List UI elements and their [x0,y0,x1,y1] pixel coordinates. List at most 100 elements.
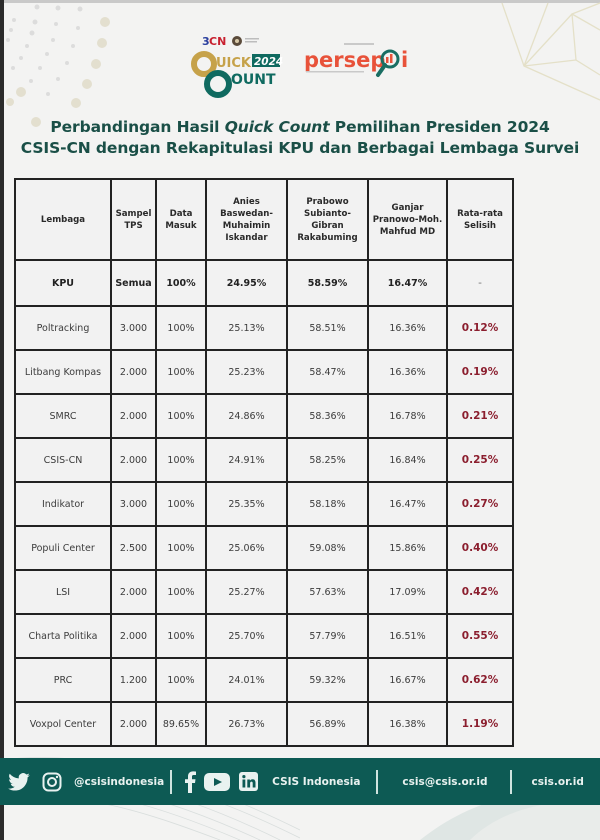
table-row: SMRC 2.000 100% 24.86% 58.36% 16.78% 0.2… [14,393,514,439]
website-link[interactable]: csis.or.id [531,775,584,788]
decorative-lines [501,2,600,101]
cell-lembaga: LSI [14,569,112,615]
cell-prabowo: 57.63% [286,569,369,615]
cell-prabowo: 56.89% [286,701,369,747]
cell-selisih: 0.40% [446,525,514,571]
cell-sampel: 2.000 [110,569,157,615]
cell-selisih: - [446,259,514,307]
linkedin-icon[interactable] [239,772,259,791]
contact-email[interactable]: csis@csis.or.id [402,775,488,788]
cell-ganjar: 16.78% [367,393,448,439]
cell-selisih: 0.25% [446,437,514,483]
cell-sampel: 2.000 [110,393,157,439]
cell-masuk: 100% [155,393,207,439]
cell-prabowo: 58.47% [286,349,369,395]
table-row: PRC 1.200 100% 24.01% 59.32% 16.67% 0.62… [14,657,514,703]
cell-lembaga: Charta Politika [14,613,112,659]
cell-sampel: 1.200 [110,657,157,703]
cell-sampel: 3.000 [110,481,157,527]
table-row: CSIS-CN 2.000 100% 24.91% 58.25% 16.84% … [14,437,514,483]
footer-divider [170,769,173,794]
cell-prabowo: 58.36% [286,393,369,439]
instagram-icon[interactable] [42,772,62,792]
decorative-dots [6,4,110,127]
cell-ganjar: 16.51% [367,613,448,659]
table-row: Poltracking 3.000 100% 25.13% 58.51% 16.… [14,305,514,351]
cell-masuk: 89.65% [155,701,207,747]
svg-text:CN: CN [209,35,226,48]
cell-lembaga: Voxpol Center [14,701,112,747]
youtube-icon[interactable] [204,772,231,791]
cell-anies: 24.86% [205,393,288,439]
cell-masuk: 100% [155,481,207,527]
quick-count-logo: 3 CN UICK 2024 OUNT [191,35,283,98]
cell-anies: 25.13% [205,305,288,351]
social-page-name[interactable]: CSIS Indonesia [272,775,361,788]
cell-prabowo: 58.59% [286,259,369,307]
cell-sampel: 2.000 [110,701,157,747]
table-header-row: Lembaga Sampel TPS Data Masuk Anies Basw… [14,178,514,261]
svg-text:3: 3 [202,35,210,48]
footer-bar: @csisindonesia CSIS Indonesia csis@csis.… [0,758,600,805]
cell-prabowo: 58.25% [286,437,369,483]
twitter-icon[interactable] [8,772,30,791]
cell-anies: 25.35% [205,481,288,527]
cell-ganjar: 16.36% [367,305,448,351]
title-line-1: Perbandingan Hasil Quick Count Pemilihan… [50,118,550,136]
table-row: Voxpol Center 2.000 89.65% 26.73% 56.89%… [14,701,514,747]
table-row: LSI 2.000 100% 25.27% 57.63% 17.09% 0.42… [14,569,514,615]
cell-ganjar: 15.86% [367,525,448,571]
cell-lembaga: KPU [14,259,112,307]
col-header-selisih: Rata-rata Selisih [446,178,514,261]
col-header-prabowo: Prabowo Subianto-Gibran Rakabuming [286,178,369,261]
cell-lembaga: SMRC [14,393,112,439]
cell-ganjar: 17.09% [367,569,448,615]
cell-selisih: 0.42% [446,569,514,615]
svg-text:persep: persep [304,48,385,72]
top-edge [0,0,600,3]
results-table: Lembaga Sampel TPS Data Masuk Anies Basw… [14,178,514,747]
cell-lembaga: Populi Center [14,525,112,571]
cell-anies: 26.73% [205,701,288,747]
svg-text:i: i [401,48,408,72]
col-header-anies: Anies Baswedan-Muhaimin Iskandar [205,178,288,261]
cell-ganjar: 16.47% [367,481,448,527]
cell-anies: 24.01% [205,657,288,703]
cell-selisih: 0.12% [446,305,514,351]
cell-sampel: 2.000 [110,437,157,483]
svg-text:UICK: UICK [216,56,252,71]
cell-masuk: 100% [155,305,207,351]
cell-anies: 25.27% [205,569,288,615]
col-header-sampel-tps: Sampel TPS [110,178,157,261]
table-row: Litbang Kompas 2.000 100% 25.23% 58.47% … [14,349,514,395]
col-header-ganjar: Ganjar Pranowo-Moh. Mahfud MD [367,178,448,261]
cell-lembaga: Litbang Kompas [14,349,112,395]
cell-masuk: 100% [155,437,207,483]
footer-divider [509,769,512,794]
cell-prabowo: 58.51% [286,305,369,351]
cell-sampel: 3.000 [110,305,157,351]
social-handle[interactable]: @csisindonesia [74,775,165,788]
cell-selisih: 0.27% [446,481,514,527]
cell-ganjar: 16.47% [367,259,448,307]
cell-anies: 25.23% [205,349,288,395]
title-line-2: CSIS-CN dengan Rekapitulasi KPU dan Berb… [20,139,580,157]
facebook-icon[interactable] [184,770,197,793]
cell-ganjar: 16.67% [367,657,448,703]
cell-prabowo: 57.79% [286,613,369,659]
cell-anies: 24.91% [205,437,288,483]
cell-selisih: 0.55% [446,613,514,659]
persepsi-logo: persep i [304,43,408,77]
cell-masuk: 100% [155,613,207,659]
cell-selisih: 0.62% [446,657,514,703]
cell-ganjar: 16.38% [367,701,448,747]
cell-selisih: 1.19% [446,701,514,747]
cell-masuk: 100% [155,569,207,615]
cell-prabowo: 58.18% [286,481,369,527]
cell-lembaga: Poltracking [14,305,112,351]
cell-anies: 25.06% [205,525,288,571]
cell-sampel: 2.000 [110,613,157,659]
cell-sampel: 2.500 [110,525,157,571]
logo-bar: 3 CN UICK 2024 OUNT persep i [0,30,600,110]
cell-selisih: 0.21% [446,393,514,439]
